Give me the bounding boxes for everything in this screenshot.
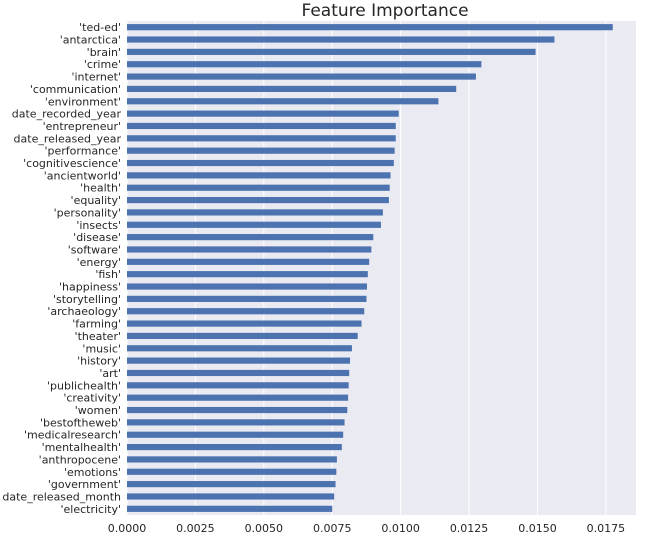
bar xyxy=(127,36,555,43)
bar xyxy=(127,493,335,500)
y-tick-label: date_recorded_year xyxy=(12,108,122,121)
bar xyxy=(127,122,396,130)
bar xyxy=(127,135,396,142)
bar xyxy=(127,345,352,352)
y-tick-label: 'farming' xyxy=(72,318,121,331)
bar xyxy=(127,308,365,315)
bar xyxy=(127,320,362,327)
bar xyxy=(127,357,351,364)
bar xyxy=(127,369,350,377)
y-tick-label: 'mentalhealth' xyxy=(42,441,121,454)
y-tick-label: 'music' xyxy=(82,342,121,355)
y-tick-label: 'health' xyxy=(80,182,121,195)
bar xyxy=(127,73,476,80)
bar xyxy=(127,24,613,31)
y-tick-label: 'brain' xyxy=(87,46,121,59)
bar xyxy=(127,172,391,179)
y-tick-label: 'women' xyxy=(75,404,121,417)
bar xyxy=(127,394,349,401)
y-tick-label: 'bestoftheweb' xyxy=(40,416,121,429)
bar xyxy=(127,382,349,389)
x-tick-label: 0.0125 xyxy=(450,522,489,535)
x-tick-labels: 0.0000 0.0025 0.0050 0.0075 0.0100 0.0125 0.01… xyxy=(108,522,625,535)
y-tick-label: date_released_month xyxy=(2,490,121,503)
y-tick-label: 'medicalresearch' xyxy=(24,429,121,442)
bar xyxy=(127,246,372,253)
bar xyxy=(127,221,381,228)
bar xyxy=(127,48,536,55)
bar xyxy=(127,196,389,204)
y-tick-label: 'emotions' xyxy=(64,466,121,479)
bar xyxy=(127,283,367,290)
y-tick-label: date_released_year xyxy=(14,132,122,145)
bar xyxy=(127,184,390,191)
y-tick-label: 'crime' xyxy=(84,58,121,71)
y-tick-label: 'ancientworld' xyxy=(44,169,121,182)
x-tick-label: 0.0175 xyxy=(587,522,626,535)
y-tick-label: 'insects' xyxy=(76,219,121,232)
y-tick-labels: 'ted-ed''antarctica''brain''crime''inter… xyxy=(2,21,121,516)
y-tick-label: 'government' xyxy=(48,478,121,491)
bar xyxy=(127,419,345,426)
bar xyxy=(127,98,439,105)
y-tick-label: 'personality' xyxy=(54,206,121,219)
y-tick-label: 'fish' xyxy=(95,268,121,281)
y-tick-label: 'cognitivescience' xyxy=(23,157,121,170)
y-tick-label: 'ted-ed' xyxy=(79,21,121,34)
bar xyxy=(127,85,457,93)
y-tick-label: 'electricity' xyxy=(60,503,121,516)
bar xyxy=(127,443,342,451)
y-tick-label: 'storytelling' xyxy=(53,293,121,306)
y-tick-label: 'equality' xyxy=(71,194,121,207)
y-tick-label: 'archaeology' xyxy=(47,305,121,318)
x-tick-label: 0.0075 xyxy=(313,522,352,535)
chart-title: Feature Importance xyxy=(301,1,468,21)
bars-group xyxy=(127,24,613,512)
x-tick-label: 0.0000 xyxy=(108,522,147,535)
y-tick-label: 'performance' xyxy=(45,145,122,158)
y-tick-label: 'environment' xyxy=(45,95,121,108)
y-tick-label: 'happiness' xyxy=(59,281,121,294)
bar xyxy=(127,456,337,463)
y-tick-label: 'history' xyxy=(77,355,121,368)
x-tick-label: 0.0025 xyxy=(176,522,215,535)
y-tick-label: 'entrepreneur' xyxy=(43,120,121,133)
x-tick-label: 0.0150 xyxy=(518,522,557,535)
y-tick-label: 'publichealth' xyxy=(47,379,121,392)
y-tick-label: 'disease' xyxy=(73,231,121,244)
y-tick-label: 'energy' xyxy=(77,256,121,269)
x-tick-label: 0.0100 xyxy=(381,522,420,535)
bar xyxy=(127,271,368,278)
bar xyxy=(127,406,348,414)
bar xyxy=(127,234,374,241)
bar xyxy=(127,505,333,512)
y-tick-label: 'software' xyxy=(68,243,121,256)
bar xyxy=(127,110,399,117)
bar xyxy=(127,332,358,340)
y-tick-label: 'art' xyxy=(99,367,121,380)
y-tick-label: 'communication' xyxy=(30,83,121,96)
x-tick-label: 0.0050 xyxy=(245,522,284,535)
bar xyxy=(127,468,337,475)
y-tick-label: 'internet' xyxy=(71,71,121,84)
y-tick-label: 'anthropocene' xyxy=(39,453,121,466)
bar xyxy=(127,147,395,154)
bar xyxy=(127,295,367,302)
y-tick-label: 'creativity' xyxy=(63,392,121,405)
plot-area xyxy=(127,21,636,515)
bar xyxy=(127,159,394,167)
bar xyxy=(127,481,336,488)
bar xyxy=(127,61,482,68)
y-tick-label: 'theater' xyxy=(75,330,121,343)
bar xyxy=(127,258,370,265)
bar xyxy=(127,431,344,438)
bar xyxy=(127,209,383,216)
y-tick-label: 'antarctica' xyxy=(60,34,121,47)
